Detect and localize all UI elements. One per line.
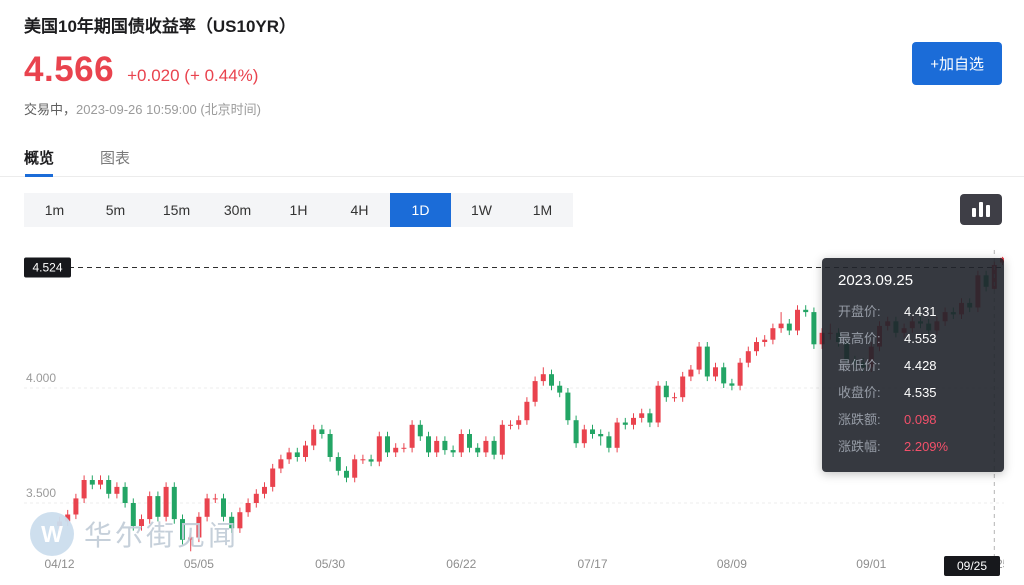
tooltip-label: 最高价: xyxy=(838,331,881,346)
page-title: 美国10年期国债收益率（US10YR） xyxy=(24,17,297,36)
tooltip-value: 4.553 xyxy=(904,331,937,346)
tooltip-row-change-pct: 涨跌幅: 2.209% xyxy=(838,433,988,460)
tab-overview[interactable]: 概览 xyxy=(24,139,54,177)
current-price: 4.566 xyxy=(24,50,115,89)
tooltip-value: 0.098 xyxy=(904,412,937,427)
tooltip-row-high: 最高价: 4.553 xyxy=(838,325,988,352)
add-watchlist-button[interactable]: +加自选 xyxy=(912,42,1002,85)
tf-1m-month-button[interactable]: 1M xyxy=(532,202,553,218)
tooltip-date: 2023.09.25 xyxy=(838,272,914,289)
watermark-text: 华尔街见闻 xyxy=(84,520,240,551)
tf-15m-button[interactable]: 15m xyxy=(162,202,191,218)
tf-4h-button[interactable]: 4H xyxy=(350,202,369,218)
tab-chart[interactable]: 图表 xyxy=(100,150,131,167)
svg-text:08/09: 08/09 xyxy=(717,557,747,571)
svg-text:09/25: 09/25 xyxy=(957,559,987,573)
tooltip-value: 4.428 xyxy=(904,358,937,373)
tooltip-label: 开盘价: xyxy=(838,304,881,319)
tooltip-label: 收盘价: xyxy=(838,385,881,400)
tf-1m-button[interactable]: 1m xyxy=(44,202,65,218)
tooltip-value: 4.535 xyxy=(904,385,937,400)
tooltip-row-change: 涨跌额: 0.098 xyxy=(838,406,988,433)
last-price-line: 4.524 xyxy=(24,257,1004,278)
tooltip-row-low: 最低价: 4.428 xyxy=(838,352,988,379)
watermark: W 华尔街见闻 xyxy=(30,512,239,556)
chart-toolbar: 1m 5m 15m 30m 1H 4H 1D 1W 1M xyxy=(24,193,1002,227)
wscn-logo-icon: W xyxy=(30,512,74,556)
status-timestamp: 2023-09-26 10:59:00 (北京时间) xyxy=(76,102,261,117)
svg-text:07/17: 07/17 xyxy=(577,557,607,571)
svg-text:09/01: 09/01 xyxy=(856,557,886,571)
tooltip-row-open: 开盘价: 4.431 xyxy=(838,298,988,325)
tooltip-row-close: 收盘价: 4.535 xyxy=(838,379,988,406)
svg-text:3.500: 3.500 xyxy=(26,486,56,500)
svg-text:04/12: 04/12 xyxy=(44,557,74,571)
svg-text:05/05: 05/05 xyxy=(184,557,214,571)
bar-chart-icon xyxy=(972,202,990,217)
trading-status: 交易中，2023-09-26 10:59:00 (北京时间) xyxy=(24,99,261,118)
price-change: +0.020 (+ 0.44%) xyxy=(127,66,259,85)
svg-text:4.524: 4.524 xyxy=(32,260,62,274)
candlestick-chart[interactable]: 4.000 3.500 4.524 04/12 05/05 05/30 06/22 07/17… xyxy=(24,230,1004,585)
timeframe-bar: 1m 5m 15m 30m 1H 4H 1D 1W 1M xyxy=(24,193,573,227)
tab-bar: 概览 图表 xyxy=(0,139,1024,177)
tf-1w-button[interactable]: 1W xyxy=(471,202,492,218)
tf-5m-button[interactable]: 5m xyxy=(105,202,126,218)
tf-1h-button[interactable]: 1H xyxy=(289,202,308,218)
x-axis-labels: 04/12 05/05 05/30 06/22 07/17 08/09 09/01 09/25 xyxy=(44,557,1004,571)
status-label: 交易中， xyxy=(24,102,77,117)
tf-1d-button[interactable]: 1D xyxy=(390,193,451,227)
tooltip-value: 4.431 xyxy=(904,304,937,319)
svg-text:06/22: 06/22 xyxy=(446,557,476,571)
tooltip-label: 最低价: xyxy=(838,358,881,373)
svg-text:4.000: 4.000 xyxy=(26,371,56,385)
tooltip-label: 涨跌幅: xyxy=(838,439,881,454)
chart-style-button[interactable] xyxy=(960,194,1002,225)
price-row: 4.566 +0.020 (+ 0.44%) xyxy=(24,50,258,90)
tooltip-value: 2.209% xyxy=(904,439,949,454)
tooltip-label: 涨跌额: xyxy=(838,412,881,427)
tf-30m-button[interactable]: 30m xyxy=(223,202,252,218)
chart-tooltip: 2023.09.25 开盘价: 4.431 最高价: 4.553 最低价: 4.428 收盘… xyxy=(822,258,1004,472)
svg-text:05/30: 05/30 xyxy=(315,557,345,571)
crosshair-date-badge: 09/25 xyxy=(944,556,1000,576)
